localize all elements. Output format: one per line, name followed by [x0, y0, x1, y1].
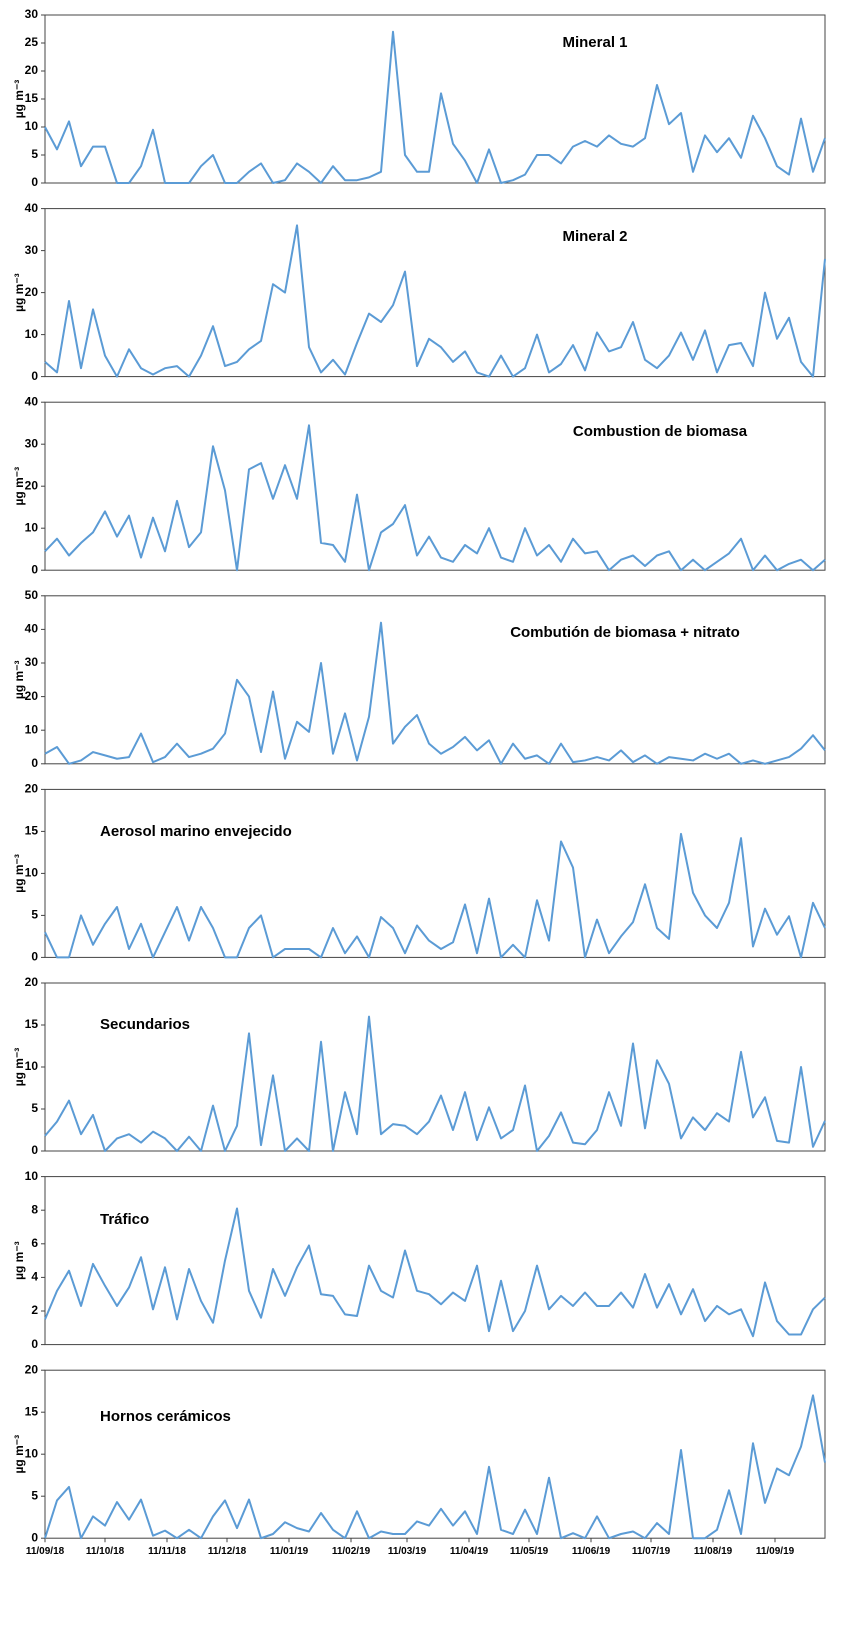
x-tick-label: 11/04/19 [450, 1546, 489, 1557]
y-tick-label: 15 [25, 824, 39, 838]
y-tick-label: 20 [25, 478, 39, 492]
plot-frame [44, 1176, 826, 1346]
y-tick-label: 30 [25, 243, 39, 257]
y-tick-label: 5 [31, 1101, 38, 1115]
y-tick-label: 20 [25, 1362, 39, 1376]
data-line [44, 621, 826, 765]
y-tick-label: 2 [31, 1303, 38, 1317]
plot-frame [44, 788, 826, 958]
panel-title: Combustion de biomasa [573, 423, 748, 440]
y-axis-label: µg m⁻³ [12, 854, 26, 893]
y-tick-label: 8 [31, 1202, 38, 1216]
data-line [44, 224, 826, 378]
x-tick-label: 11/06/19 [572, 1546, 611, 1557]
y-tick-label: 5 [31, 908, 38, 922]
x-tick-label: 11/08/19 [694, 1546, 733, 1557]
x-tick-label: 11/07/19 [632, 1546, 671, 1557]
y-tick-label: 20 [25, 285, 39, 299]
panel-title: Mineral 2 [562, 228, 627, 245]
y-tick-label: 30 [25, 7, 39, 21]
y-tick-label: 10 [25, 722, 39, 736]
y-tick-label: 20 [25, 975, 39, 989]
y-tick-label: 6 [31, 1236, 38, 1250]
y-tick-label: 15 [25, 1404, 39, 1418]
y-tick-label: 10 [25, 327, 39, 341]
panel-title: Mineral 1 [562, 34, 627, 51]
panel-title: Tráfico [100, 1211, 149, 1228]
x-tick-label: 11/01/19 [270, 1546, 309, 1557]
y-tick-label: 10 [25, 866, 39, 880]
y-tick-label: 5 [31, 147, 38, 161]
y-tick-label: 0 [31, 756, 38, 770]
y-axis-label: µg m⁻³ [12, 661, 26, 700]
panel-title: Aerosol marino envejecido [100, 823, 292, 840]
plot-frame [44, 1369, 826, 1539]
data-line [44, 1015, 826, 1152]
y-tick-label: 10 [25, 119, 39, 133]
y-axis-label: µg m⁻³ [12, 273, 26, 312]
data-line [44, 30, 826, 184]
y-tick-label: 0 [31, 175, 38, 189]
y-tick-label: 30 [25, 655, 39, 669]
y-tick-label: 20 [25, 689, 39, 703]
y-tick-label: 10 [25, 1169, 39, 1183]
y-tick-label: 4 [31, 1270, 38, 1284]
y-tick-label: 0 [31, 562, 38, 576]
x-tick-label: 11/10/18 [86, 1546, 125, 1557]
y-tick-label: 10 [25, 1059, 39, 1073]
data-line [44, 1394, 826, 1540]
x-tick-label: 11/02/19 [332, 1546, 371, 1557]
y-tick-label: 25 [25, 35, 39, 49]
y-axis-label: µg m⁻³ [12, 1048, 26, 1087]
y-tick-label: 50 [25, 588, 39, 602]
y-tick-label: 20 [25, 782, 39, 796]
x-tick-label: 11/09/18 [26, 1546, 65, 1557]
y-tick-label: 30 [25, 436, 39, 450]
x-tick-label: 11/03/19 [388, 1546, 427, 1557]
plot-frame [44, 14, 826, 184]
plot-frame [44, 208, 826, 378]
y-tick-label: 10 [25, 520, 39, 534]
panel-title: Combutión de biomasa + nitrato [510, 624, 740, 641]
plot-frame [44, 595, 826, 765]
y-tick-label: 40 [25, 394, 39, 408]
y-tick-label: 10 [25, 1446, 39, 1460]
y-tick-label: 20 [25, 63, 39, 77]
y-axis-label: µg m⁻³ [12, 80, 26, 119]
y-tick-label: 0 [31, 369, 38, 383]
y-tick-label: 0 [31, 1337, 38, 1351]
x-tick-label: 11/11/18 [148, 1546, 186, 1557]
y-tick-label: 5 [31, 1488, 38, 1502]
data-line [44, 832, 826, 959]
x-tick-label: 11/12/18 [208, 1546, 247, 1557]
x-tick-label: 11/09/19 [756, 1546, 795, 1557]
y-axis-label: µg m⁻³ [12, 1435, 26, 1474]
panel-title: Secundarios [100, 1016, 190, 1033]
y-tick-label: 40 [25, 201, 39, 215]
y-tick-label: 0 [31, 1530, 38, 1544]
y-tick-label: 0 [31, 1143, 38, 1157]
data-line [44, 424, 826, 572]
y-tick-label: 15 [25, 91, 39, 105]
y-tick-label: 0 [31, 950, 38, 964]
x-tick-label: 11/05/19 [510, 1546, 549, 1557]
data-line [44, 1207, 826, 1338]
y-tick-label: 40 [25, 622, 39, 636]
panel-title: Hornos cerámicos [100, 1408, 231, 1425]
y-axis-label: µg m⁻³ [12, 1241, 26, 1280]
y-tick-label: 15 [25, 1017, 39, 1031]
y-axis-label: µg m⁻³ [12, 467, 26, 506]
